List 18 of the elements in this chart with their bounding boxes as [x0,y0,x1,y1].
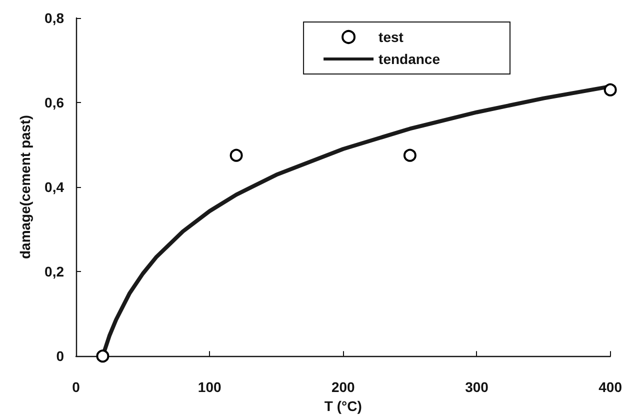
x-tick-label: 300 [465,379,489,396]
y-axis-title: damage(cement past) [17,115,33,260]
x-tick-label: 200 [331,379,356,396]
y-tick-label: 0,2 [44,264,64,280]
legend-label: test [378,29,404,45]
legend-label: tendance [378,51,440,67]
point [403,148,416,162]
x-tick-label: 100 [198,379,222,396]
point [230,148,243,162]
x-tick-label: 400 [598,379,622,396]
point [604,83,617,96]
point [96,350,110,363]
x-tick-label: 0 [72,379,80,396]
x-axis-title: T (°C) [324,398,362,414]
y-tick-label: 0 [56,348,64,364]
y-tick-label: 0,8 [44,10,64,26]
y-tick-label: 0,4 [44,179,64,196]
y-tick-label: 0,6 [44,94,64,111]
